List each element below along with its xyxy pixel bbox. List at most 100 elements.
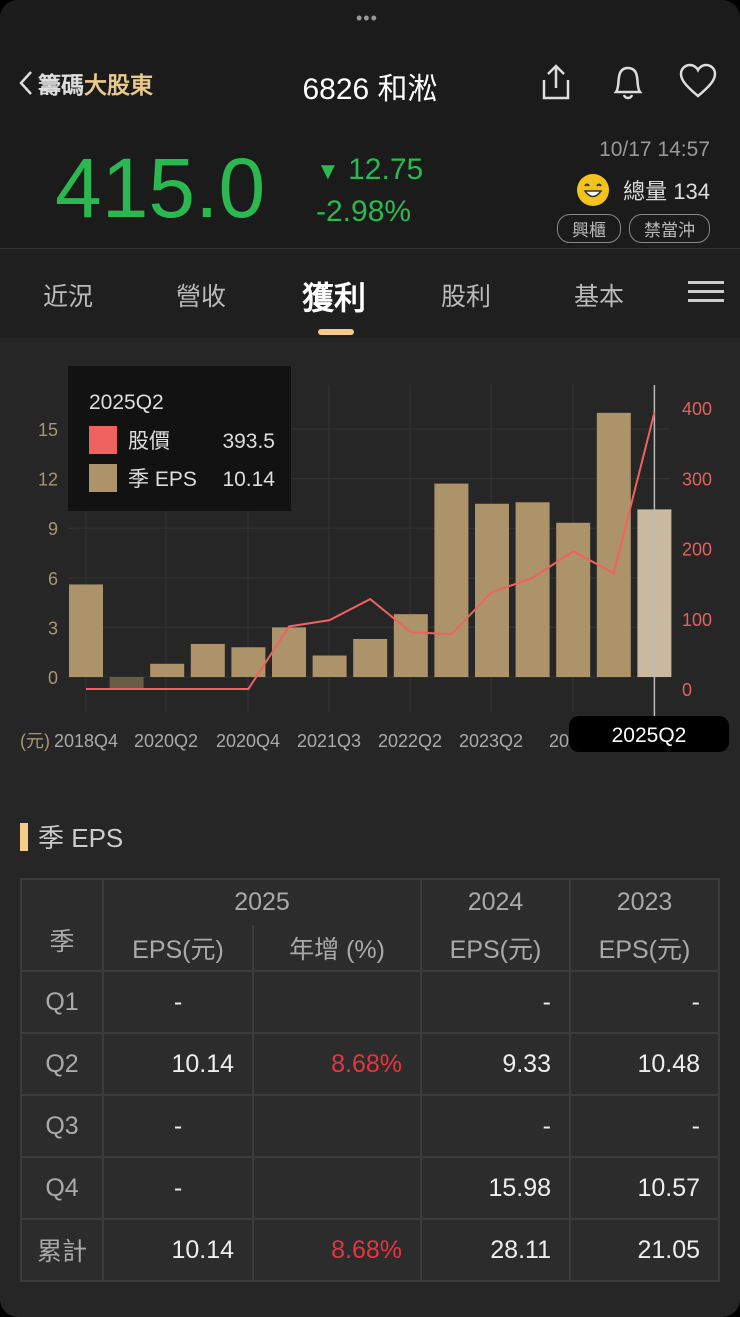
table-row: Q4- 15.98 10.57 — [20, 1156, 720, 1220]
eps-bar — [434, 483, 469, 677]
eps-bar — [231, 647, 266, 677]
eps-2024-cell: 9.33 — [420, 1032, 571, 1096]
tab-dividend[interactable]: 股利 — [441, 283, 492, 311]
eps-bar — [475, 503, 509, 677]
eps-2025-header: EPS(元) — [102, 925, 254, 972]
drag-handle[interactable]: ••• — [356, 8, 378, 28]
section-marker — [20, 822, 28, 851]
x-tick-label: 2023Q2 — [459, 731, 523, 751]
left-tick-label: 0 — [48, 668, 58, 688]
x-tick-label: 2018Q4 — [54, 731, 118, 751]
season-cell: Q3 — [20, 1094, 104, 1158]
season-cell: Q4 — [20, 1156, 104, 1220]
year-2024-header: 2024 — [420, 878, 571, 925]
cursor-label: 2025Q2 — [612, 724, 687, 747]
price-legend-swatch — [89, 426, 117, 454]
x-tick-label: 2022Q2 — [378, 731, 442, 751]
eps-bar — [596, 412, 631, 677]
eps-bar — [69, 584, 103, 677]
table-row: Q1- - - — [20, 970, 720, 1034]
back-label: 籌碼 — [38, 72, 84, 98]
eps-2024-cell: - — [420, 970, 571, 1034]
eps-bar — [190, 643, 225, 677]
eps-2024-cell: 28.11 — [420, 1218, 571, 1282]
share-icon[interactable] — [538, 62, 574, 102]
season-cell: 累計 — [20, 1218, 104, 1282]
yoy-2025-header: 年增 (%) — [252, 925, 422, 972]
eps-bar — [109, 677, 144, 689]
eps-bar — [556, 522, 591, 677]
eps-price-chart[interactable]: 0 3 6 9 12 15 0 100 200 300 400 (元) 2018Q4 2020Q2 2020… — [0, 340, 740, 760]
table-row: Q3- - - — [20, 1094, 720, 1158]
table-row: Q2 10.14 8.68% 9.33 10.48 — [20, 1032, 720, 1096]
eps-section-title: 季 EPS — [20, 818, 123, 855]
x-tick-label: 2020Q4 — [216, 731, 280, 751]
eps-bar — [312, 655, 347, 677]
daytrade-tag: 禁當沖 — [629, 214, 710, 243]
eps-2025-cell: 10.14 — [102, 1032, 254, 1096]
back-label-brand: 大股東 — [84, 72, 153, 98]
eps-bar — [393, 614, 428, 677]
bell-icon[interactable] — [608, 62, 648, 102]
eps-2025-cell: - — [102, 1094, 254, 1158]
menu-icon[interactable] — [688, 281, 724, 308]
tab-revenue[interactable]: 營收 — [176, 283, 227, 311]
eps-2023-cell: 21.05 — [569, 1218, 720, 1282]
tab-profit[interactable]: 獲利 — [302, 280, 367, 316]
eps-2025-cell: - — [102, 1156, 254, 1220]
active-tab-indicator — [318, 329, 354, 335]
right-tick-label: 400 — [682, 399, 712, 419]
yoy-2025-cell — [252, 1094, 422, 1158]
eps-bar — [515, 502, 550, 677]
season-cell: Q2 — [20, 1032, 104, 1096]
smile-emoji-icon — [577, 174, 610, 206]
left-tick-label: 3 — [48, 618, 58, 638]
right-tick-label: 0 — [682, 680, 692, 700]
tooltip-eps-value: 10.14 — [222, 468, 275, 491]
left-tick-label: 9 — [48, 519, 58, 539]
tab-basic[interactable]: 基本 — [574, 283, 625, 311]
price-change: 12.75 — [348, 153, 424, 186]
eps-legend-swatch — [89, 464, 117, 492]
eps-2024-header: EPS(元) — [420, 925, 571, 972]
eps-2024-cell: 15.98 — [420, 1156, 571, 1220]
tooltip-price-label: 股價 — [128, 430, 170, 453]
down-triangle-icon: ▼ — [316, 158, 340, 185]
eps-2023-header: EPS(元) — [569, 925, 720, 972]
yoy-2025-cell: 8.68% — [252, 1032, 422, 1096]
left-tick-label: 6 — [48, 569, 58, 589]
right-tick-label: 200 — [682, 540, 712, 560]
year-2023-header: 2023 — [569, 878, 720, 925]
eps-bar — [150, 663, 185, 677]
market-tag: 興櫃 — [557, 214, 621, 243]
x-tick-label: 2021Q3 — [297, 731, 361, 751]
left-tick-label: 12 — [38, 470, 58, 490]
season-cell: Q1 — [20, 970, 104, 1034]
tooltip-eps-label: 季 EPS — [128, 468, 197, 491]
eps-2023-cell: 10.48 — [569, 1032, 720, 1096]
table-row: 累計 10.14 8.68% 28.11 21.05 — [20, 1218, 720, 1282]
tab-bar: 近況 營收 獲利 股利 基本 — [0, 248, 740, 338]
heart-icon[interactable] — [678, 62, 718, 102]
eps-2023-cell: 10.57 — [569, 1156, 720, 1220]
eps-bar — [272, 627, 306, 677]
quote-time: 10/17 14:57 — [599, 138, 710, 161]
left-unit-label: (元) — [20, 731, 50, 751]
year-2025-header: 2025 — [102, 878, 422, 925]
left-tick-label: 15 — [38, 420, 58, 440]
right-tick-label: 300 — [682, 469, 712, 489]
back-button[interactable]: 籌碼 大股東 — [18, 66, 153, 100]
eps-2023-cell: - — [569, 970, 720, 1034]
x-tick-label: 2020Q2 — [134, 731, 198, 751]
volume-label: 總量 — [623, 179, 668, 204]
cursor-label-box — [569, 716, 729, 752]
eps-2024-cell: - — [420, 1094, 571, 1158]
yoy-2025-cell — [252, 970, 422, 1034]
tab-overview[interactable]: 近況 — [43, 283, 94, 311]
eps-2025-cell: - — [102, 970, 254, 1034]
stock-title: 6826 和淞 — [302, 73, 438, 106]
price-change-pct: -2.98% — [316, 195, 412, 228]
eps-2025-cell: 10.14 — [102, 1218, 254, 1282]
quote-header: ••• 籌碼 大股東 6826 和淞 415.0 ▼ 12.75 -2.98% 1… — [0, 0, 740, 248]
